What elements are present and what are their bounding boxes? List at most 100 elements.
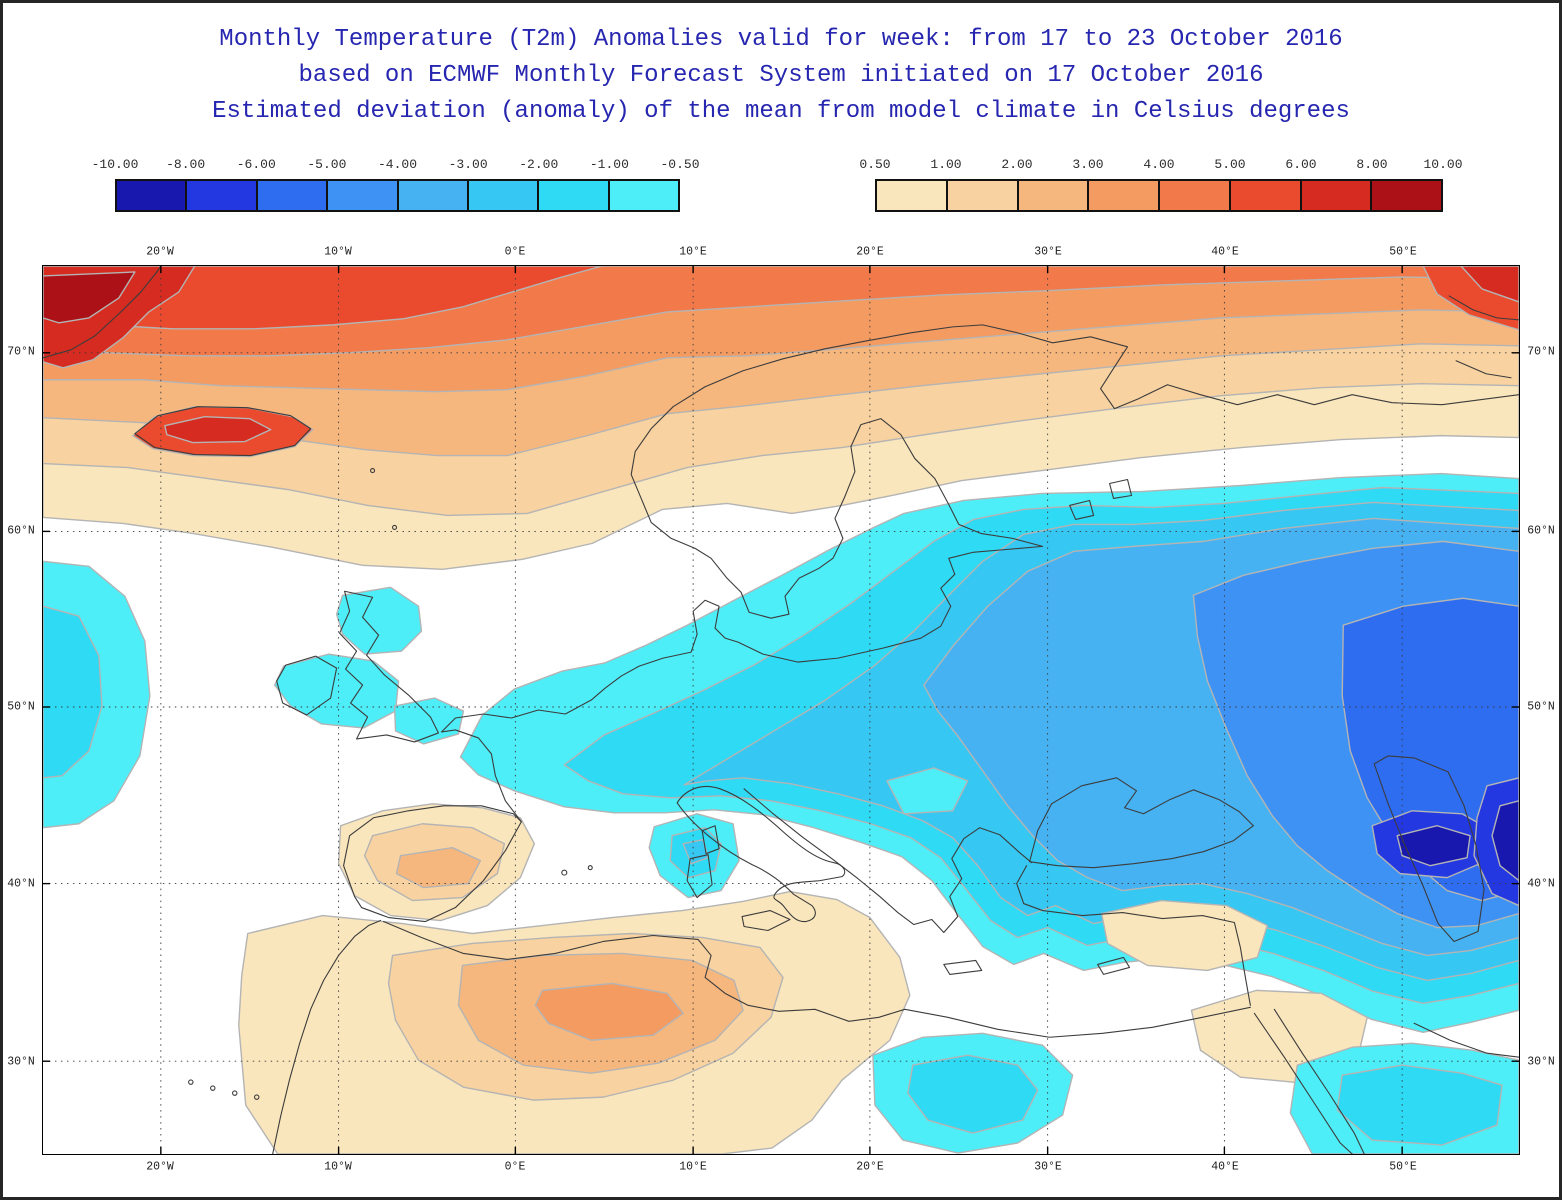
legend-tick-label: -5.00 — [307, 157, 347, 172]
balearic-island — [587, 865, 593, 871]
legend-color-box — [877, 181, 948, 210]
axis-label: 20°E — [856, 1160, 884, 1174]
legend-color-box — [1230, 181, 1302, 210]
legend-tick-label: 0.50 — [859, 157, 891, 172]
canary-island — [253, 1094, 260, 1100]
coastline-sardinia — [686, 854, 713, 899]
coastline-red-sea — [1273, 1008, 1365, 1154]
map-shape — [43, 266, 1519, 1154]
axis-label: 50°E — [1389, 1160, 1417, 1174]
axis-label: 10°W — [324, 245, 352, 259]
coastline-black-sea — [1029, 777, 1254, 869]
coastline-ireland — [276, 655, 338, 716]
greenland-warm-core — [43, 271, 136, 324]
canary-island — [210, 1085, 216, 1091]
caucasus-cold-core — [1396, 825, 1471, 867]
legend-tick-label: 6.00 — [1285, 157, 1317, 172]
sahara-warm-spot — [534, 982, 684, 1041]
legend-tick-label: 2.00 — [1001, 157, 1033, 172]
coastline — [272, 919, 382, 1154]
legend-color-box — [328, 181, 399, 210]
axis-label: 60°N — [7, 524, 35, 538]
axis-label: 20°W — [146, 245, 174, 259]
legend-tick-label: 3.00 — [1072, 157, 1104, 172]
legend-tick-label: 10.00 — [1423, 157, 1463, 172]
scotland-cool-patch — [335, 586, 423, 655]
canary-island — [231, 1090, 238, 1096]
southern-warm-patches — [238, 803, 1368, 1154]
axis-label: 20°W — [146, 1160, 174, 1174]
east-edge-cold-core — [1491, 800, 1519, 882]
graticule-grid — [43, 266, 1519, 1154]
coastline-britain — [339, 590, 440, 743]
atlantic-cool-core — [43, 605, 103, 779]
axis-label: 60°N — [1527, 524, 1555, 538]
axis-label: 10°E — [679, 1160, 707, 1174]
coastline-persian-gulf — [1413, 1022, 1519, 1058]
southeast-turkey-warm-patch — [1100, 899, 1269, 972]
legend-color-box — [1018, 181, 1090, 210]
axis-label: 40°E — [1211, 245, 1239, 259]
legend-color-box — [609, 181, 678, 210]
coastline-corsica — [701, 825, 720, 855]
pannonia-light-patch — [886, 767, 969, 815]
coastline-red-sea — [1253, 1012, 1353, 1154]
coastline-sicily — [741, 909, 791, 932]
axis-label: 10°W — [324, 1160, 352, 1174]
northeast-warm-core — [1460, 266, 1519, 303]
legend-tick-label: 4.00 — [1143, 157, 1175, 172]
coastline-italy — [676, 785, 846, 923]
axis-label: 0°E — [504, 1160, 526, 1174]
channel-cool-patch — [393, 697, 465, 745]
gulf-cool-core — [1336, 1064, 1503, 1146]
legend-color-box — [468, 181, 540, 210]
negative-anomaly-colorbar: -10.00 -8.00 -6.00 -5.00 -4.00 -3.00 -2.00 -1.0… — [92, 157, 700, 212]
axis-label: 40°N — [1527, 877, 1555, 891]
cold-anomaly-regions — [459, 472, 1519, 1033]
axis-label: 20°E — [856, 245, 884, 259]
axis-label: 70°N — [1527, 345, 1555, 359]
coastline-greenland — [43, 266, 162, 359]
axis-ticks — [43, 266, 1519, 1154]
legend-tick-label: -6.00 — [236, 157, 276, 172]
isolated-cool-patches — [43, 560, 1519, 1154]
coastline-novaya-zemlya — [1448, 295, 1519, 321]
figure-title: Monthly Temperature (T2m) Anomalies vali… — [0, 22, 1562, 130]
positive-anomaly-colorbar: 0.50 1.00 2.00 3.00 4.00 5.00 6.00 8.00 10.00 — [859, 157, 1463, 212]
legend-tick-label: 1.00 — [930, 157, 962, 172]
legend-tick-label: -4.00 — [377, 157, 418, 172]
axis-label: 30°N — [7, 1055, 35, 1069]
coastlines — [43, 266, 1519, 1154]
legend-tick-label: -3.00 — [448, 157, 488, 172]
coastline-iceland — [134, 406, 312, 457]
legend-tick-label: 5.00 — [1214, 157, 1246, 172]
title-line-2: based on ECMWF Monthly Forecast System i… — [298, 62, 1264, 89]
axis-label: 50°N — [1527, 700, 1555, 714]
coastline-crete — [943, 959, 983, 975]
legend-color-box — [117, 181, 188, 210]
egypt-cool-core — [907, 1054, 1039, 1134]
legend-color-box — [1160, 181, 1231, 210]
legend-color-box — [947, 181, 1019, 210]
axis-label: 0°E — [504, 245, 526, 259]
balearic-island — [561, 869, 568, 876]
legend-color-box — [187, 181, 258, 210]
axis-label: 40°E — [1211, 1160, 1239, 1174]
legend-color-box — [1372, 181, 1441, 210]
legend-color-box — [1301, 181, 1373, 210]
coastline-north-africa — [382, 920, 1251, 1038]
iceland-warm-core — [164, 415, 272, 444]
faroe-island — [370, 467, 376, 474]
legend-tick-label: -0.50 — [660, 157, 700, 172]
axis-label: 10°E — [679, 245, 707, 259]
title-line-1: Monthly Temperature (T2m) Anomalies vali… — [219, 26, 1343, 53]
negative-colorbar-labels: -10.00 -8.00 -6.00 -5.00 -4.00 -3.00 -2.00 -1.0… — [92, 157, 700, 175]
axis-label: 40°N — [7, 877, 35, 891]
coastline — [343, 805, 522, 923]
axis-label: 30°N — [1527, 1055, 1555, 1069]
legend-color-box — [398, 181, 469, 210]
legend-color-box — [539, 181, 610, 210]
canary-island — [188, 1079, 194, 1085]
shetland-island — [391, 524, 398, 530]
legend-color-box — [1089, 181, 1160, 210]
